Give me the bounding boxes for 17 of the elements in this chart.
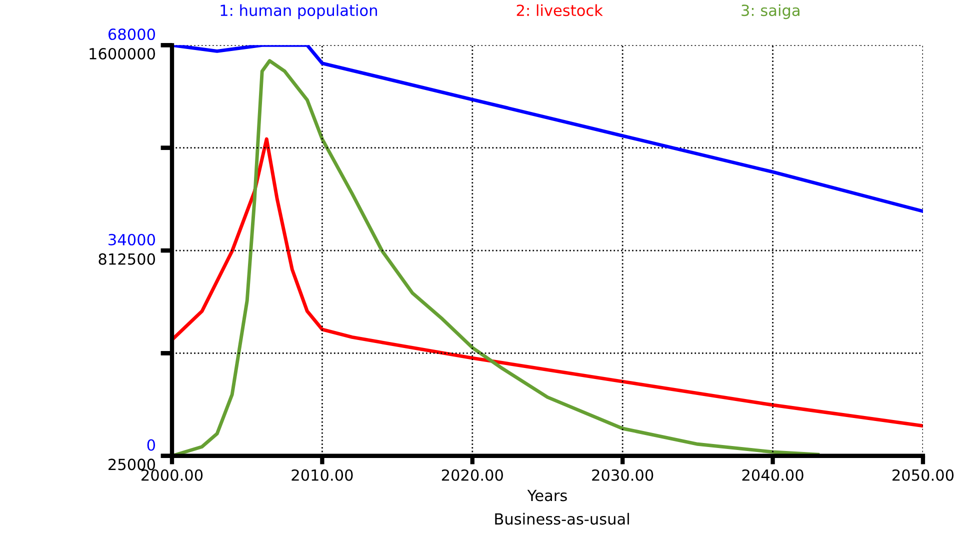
x-tick-label: 2030.00	[592, 469, 654, 481]
x-tick-label: 2020.00	[442, 469, 503, 481]
x-tick-label: 2040.00	[742, 469, 804, 481]
x-tick-label: 2000.00	[142, 469, 203, 481]
x-tick-label: 2050.00	[892, 469, 954, 481]
text: Business-as-usual	[495, 512, 629, 525]
y-tick-label: 68000	[108, 28, 156, 40]
x-tick-label: 2010.00	[292, 469, 353, 481]
text: 2: livestock	[516, 4, 603, 16]
y-tick-label: 0	[147, 439, 156, 451]
text: 3: saiga	[742, 4, 800, 20]
y-tick-label: 34000	[108, 234, 156, 246]
x-axis-title: Years	[527, 490, 567, 502]
y2-tick-label: 812500	[98, 253, 156, 265]
y2-tick-label: 25000	[108, 458, 156, 470]
y2-tick-label: 1600000	[90, 48, 156, 60]
text: 1: human population	[220, 4, 377, 20]
